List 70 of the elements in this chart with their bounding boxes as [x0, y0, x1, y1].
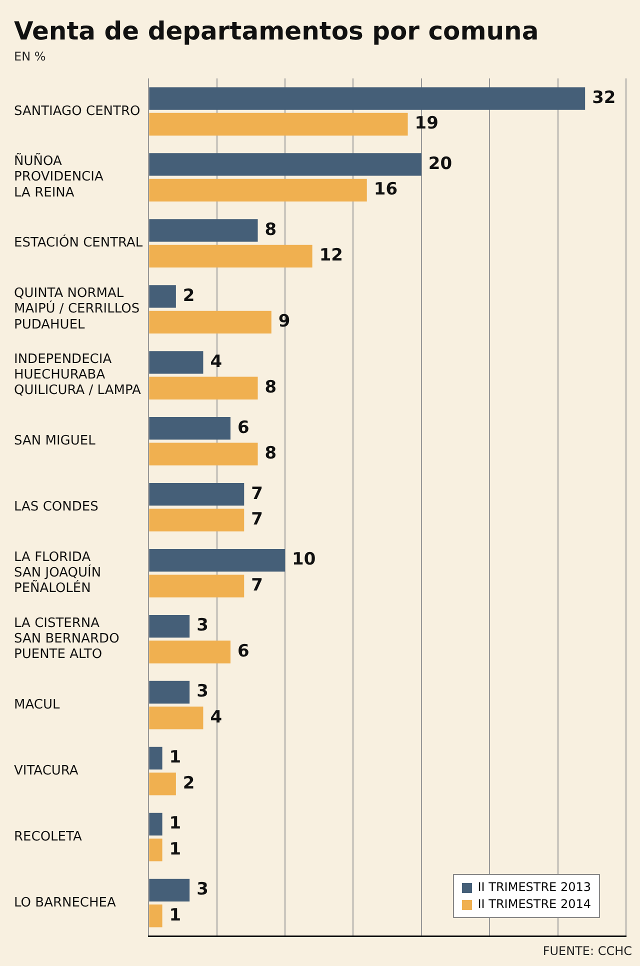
- bar: [149, 838, 162, 862]
- data-label: 6: [237, 641, 250, 662]
- bar: [149, 442, 258, 466]
- y-tick-label: LA CISTERNA SAN BERNARDO PUENTE ALTO: [14, 616, 120, 662]
- y-tick-label: VITACURA: [14, 763, 78, 778]
- data-label: 7: [251, 509, 263, 530]
- legend-label: II TRIMESTRE 2013: [478, 879, 591, 896]
- data-label: 4: [210, 352, 222, 372]
- bar: [149, 417, 230, 440]
- y-tick-label: LO BARNECHEA: [14, 895, 116, 910]
- data-label: 7: [251, 575, 263, 596]
- y-tick-label: INDEPENDECIA HUECHURABA QUILICURA / LAMPA: [14, 352, 141, 398]
- data-label: 1: [169, 905, 182, 926]
- chart-title: Venta de departamentos por comuna: [14, 16, 539, 46]
- data-label: 12: [319, 246, 343, 266]
- source-note: FUENTE: CCHC: [542, 944, 632, 958]
- bar: [149, 508, 244, 532]
- bar: [149, 772, 176, 796]
- data-label: 3: [196, 682, 208, 702]
- y-tick-label: ESTACIÓN CENTRAL: [14, 234, 144, 251]
- data-label: 9: [278, 312, 290, 332]
- bar: [149, 878, 190, 902]
- data-label: 1: [169, 814, 182, 834]
- bar: [149, 483, 244, 506]
- bar: [149, 87, 586, 110]
- bar: [149, 746, 162, 770]
- y-tick-label: RECOLETA: [14, 829, 82, 844]
- y-tick-label: QUINTA NORMAL MAIPÚ / CERRILLOS PUDAHUEL: [14, 286, 140, 332]
- bar: [149, 706, 204, 730]
- data-label: 1: [169, 748, 182, 768]
- bar: [149, 614, 190, 638]
- data-label: 8: [264, 220, 277, 240]
- bar: [149, 153, 422, 176]
- legend-label: II TRIMESTRE 2014: [478, 896, 591, 913]
- data-label: 19: [414, 114, 438, 134]
- data-label: 3: [196, 616, 208, 636]
- bar: [149, 904, 162, 928]
- bar: [149, 680, 190, 704]
- bar: [149, 219, 258, 242]
- data-label: 2: [182, 773, 195, 794]
- data-label: 8: [264, 378, 277, 398]
- bar: [149, 112, 408, 136]
- y-tick-label: SANTIAGO CENTRO: [14, 104, 140, 119]
- text: EN %: [14, 49, 46, 64]
- bar: [149, 574, 244, 598]
- bar: [149, 310, 272, 334]
- data-label: 6: [237, 418, 250, 438]
- y-tick-label: MACUL: [14, 697, 60, 712]
- y-tick-label: SAN MIGUEL: [14, 434, 96, 449]
- data-label: 8: [264, 444, 277, 464]
- data-label: 2: [182, 286, 195, 306]
- data-label: 20: [428, 154, 452, 174]
- data-label: 32: [592, 88, 616, 108]
- y-tick-label: LAS CONDES: [14, 500, 98, 515]
- data-label: 3: [196, 880, 208, 900]
- data-label: 4: [210, 707, 222, 728]
- bar: [149, 640, 230, 664]
- bar: [149, 548, 286, 572]
- y-tick-label: LA FLORIDA SAN JOAQUÍN PEÑALOLÉN: [14, 550, 102, 596]
- bar: [149, 376, 258, 400]
- bar: [149, 244, 312, 268]
- bar: [149, 351, 204, 374]
- bar: [149, 812, 162, 836]
- data-label: 16: [374, 180, 398, 200]
- data-label: 7: [251, 484, 263, 504]
- y-tick-label: ÑUÑOA PROVIDENCIA LA REINA: [14, 153, 104, 200]
- data-label: 1: [169, 839, 182, 860]
- data-label: 10: [292, 550, 316, 570]
- bar: [149, 285, 176, 308]
- bar: [149, 178, 367, 202]
